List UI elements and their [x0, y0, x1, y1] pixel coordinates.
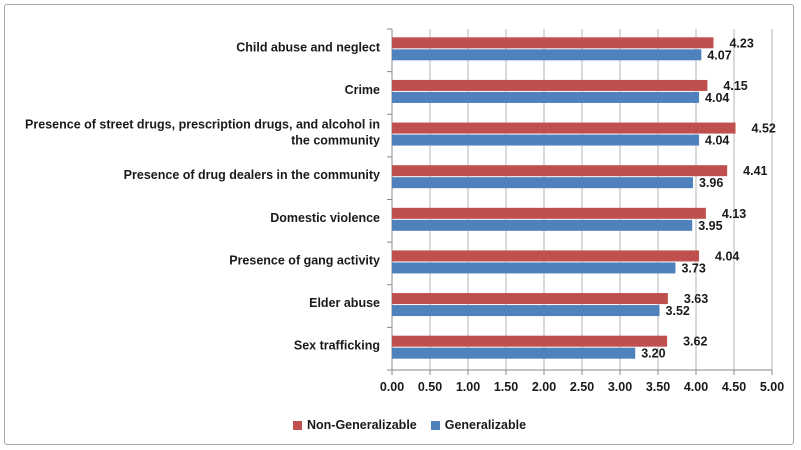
- x-tick-label: 4.50: [722, 380, 746, 394]
- bar-non-generalizable: [392, 79, 708, 91]
- bar-generalizable: [392, 49, 702, 61]
- bar-chart: 0.00 0.50 1.00 1.50 2.00 2.50 3.00 3.50 4.00 4.50…: [25, 28, 784, 394]
- data-label: 3.73: [681, 261, 705, 275]
- data-label: 4.15: [723, 79, 747, 93]
- data-label: 3.96: [699, 176, 723, 190]
- data-label: 4.04: [715, 249, 739, 263]
- bar-non-generalizable: [392, 122, 736, 134]
- bar-generalizable: [392, 134, 700, 146]
- legend: Non-Generalizable Generalizable: [293, 418, 540, 432]
- bar-non-generalizable: [392, 37, 714, 49]
- bar-non-generalizable: [392, 250, 700, 262]
- bar-generalizable: [392, 219, 693, 231]
- bar-generalizable: [392, 91, 700, 103]
- category-label: the community: [291, 134, 380, 148]
- category-label: Sex trafficking: [294, 339, 380, 353]
- legend-swatch: [293, 420, 302, 430]
- data-label: 3.20: [641, 347, 665, 361]
- chart-frame: 0.00 0.50 1.00 1.50 2.00 2.50 3.00 3.50 4.00 4.50…: [4, 4, 794, 445]
- x-tick-label: 4.00: [684, 380, 708, 394]
- data-label: 3.95: [698, 219, 722, 233]
- data-label: 4.41: [743, 164, 767, 178]
- data-label: 4.07: [707, 48, 731, 62]
- legend-item: Generalizable: [430, 418, 527, 432]
- x-tick-label: 2.50: [570, 380, 594, 394]
- bar-generalizable: [392, 347, 636, 359]
- data-label: 4.52: [752, 122, 776, 136]
- x-tick-label: 5.00: [760, 380, 784, 394]
- category-label: Elder abuse: [309, 296, 380, 310]
- legend-label: Generalizable: [444, 418, 527, 432]
- bar-non-generalizable: [392, 207, 706, 219]
- data-label: 3.52: [666, 304, 690, 318]
- bar-generalizable: [392, 262, 676, 274]
- data-label: 3.63: [684, 292, 708, 306]
- data-label: 4.04: [705, 134, 729, 148]
- bar-generalizable: [392, 305, 660, 317]
- bar-non-generalizable: [392, 165, 728, 177]
- data-label: 4.04: [705, 91, 729, 105]
- x-tick-label: 1.50: [494, 380, 518, 394]
- x-tick-label: 3.00: [608, 380, 632, 394]
- category-label: Domestic violence: [270, 211, 380, 225]
- category-label: Crime: [345, 83, 380, 97]
- x-tick-label: 0.00: [380, 380, 404, 394]
- legend-swatch: [430, 420, 440, 430]
- category-label: Presence of drug dealers in the communit…: [124, 168, 380, 182]
- data-label: 4.23: [729, 36, 753, 50]
- category-label: Presence of gang activity: [229, 253, 380, 267]
- category-label: Child abuse and neglect: [236, 40, 381, 54]
- x-tick-label: 2.00: [532, 380, 556, 394]
- data-label: 3.62: [683, 335, 707, 349]
- bar-non-generalizable: [392, 293, 668, 305]
- data-label: 4.13: [722, 207, 746, 221]
- bar-generalizable: [392, 177, 693, 189]
- x-tick-label: 1.00: [456, 380, 480, 394]
- category-label: Presence of street drugs, prescription d…: [25, 118, 380, 132]
- x-tick-label: 0.50: [418, 380, 442, 394]
- bar-non-generalizable: [392, 335, 668, 347]
- x-tick-label: 3.50: [646, 380, 670, 394]
- legend-item: Non-Generalizable: [293, 418, 417, 432]
- legend-label: Non-Generalizable: [307, 418, 417, 432]
